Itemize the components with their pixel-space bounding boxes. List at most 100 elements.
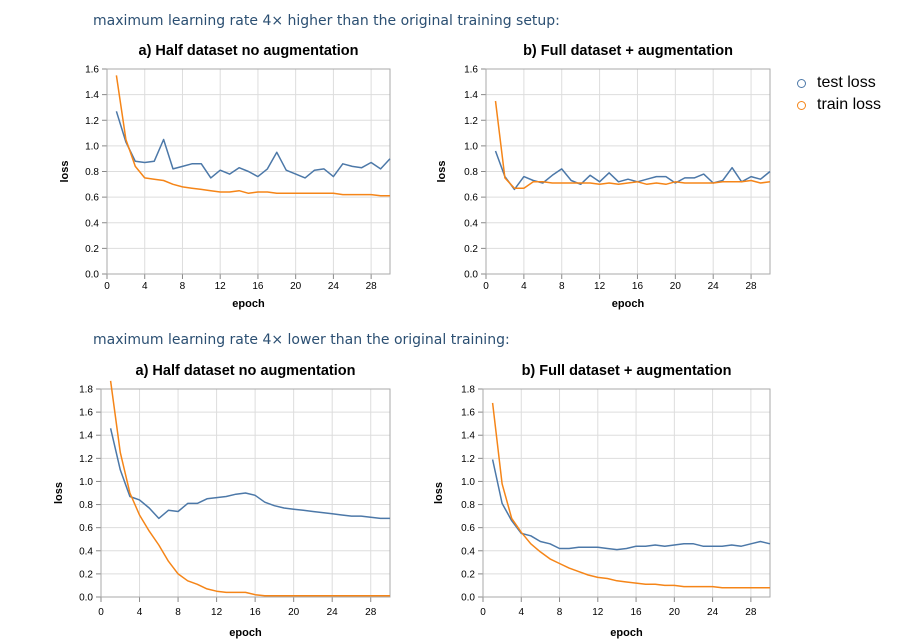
y-tick-label: 0.8: [85, 167, 99, 178]
legend-item-train-loss: train loss: [797, 94, 881, 116]
y-tick-label: 0.4: [79, 546, 93, 557]
y-tick-label: 1.2: [461, 454, 475, 465]
y-tick-label: 0.0: [464, 270, 478, 281]
chart-title: a) Half dataset no augmentation: [139, 43, 359, 59]
y-tick-label: 0.2: [464, 244, 478, 255]
y-tick-label: 1.2: [79, 454, 93, 465]
x-axis-label: epoch: [612, 298, 645, 310]
series-line-test-loss: [109, 428, 390, 520]
x-tick-label: 4: [521, 281, 527, 292]
y-tick-label: 1.0: [85, 141, 99, 152]
chart-top-right: b) Full dataset + augmentation 0.0 0.2 0.4 0…: [436, 43, 771, 310]
y-tick-label: 0.6: [79, 523, 93, 534]
y-tick-label: 1.4: [461, 431, 475, 442]
y-tick-label: 1.2: [85, 116, 99, 127]
x-tick-label: 28: [746, 281, 758, 292]
x-tick-label: 20: [669, 607, 681, 618]
y-tick-label: 1.6: [79, 408, 93, 419]
y-tick-label: 0.8: [79, 500, 93, 511]
y-tick-label: 1.2: [464, 116, 478, 127]
y-tick-label: 1.0: [461, 477, 475, 488]
legend-label-test-loss: test loss: [817, 74, 876, 91]
chart-title: b) Full dataset + augmentation: [523, 43, 733, 59]
plot-frame: [100, 388, 391, 598]
x-tick-label: 8: [175, 607, 181, 618]
legend-item-test-loss: test loss: [797, 72, 881, 94]
legend: test loss train loss: [797, 72, 881, 116]
y-tick-label: 0.0: [461, 593, 475, 604]
x-tick-label: 8: [180, 281, 186, 292]
x-tick-label: 24: [327, 607, 339, 618]
y-tick-label: 0.2: [461, 569, 475, 580]
series-line-test-loss: [491, 459, 771, 551]
y-tick-label: 1.0: [79, 477, 93, 488]
plot-frame: [482, 388, 771, 598]
series-line-test-loss: [494, 150, 771, 191]
x-tick-label: 0: [483, 281, 489, 292]
x-tick-label: 4: [142, 281, 148, 292]
series-line-train-loss: [494, 100, 771, 189]
x-tick-label: 28: [366, 281, 378, 292]
x-tick-label: 8: [557, 607, 563, 618]
x-tick-label: 12: [592, 607, 604, 618]
chart-title: a) Half dataset no augmentation: [136, 363, 356, 379]
x-tick-label: 4: [137, 607, 143, 618]
y-tick-label: 1.6: [85, 65, 99, 76]
y-tick-label: 0.6: [464, 193, 478, 204]
x-tick-label: 12: [594, 281, 606, 292]
x-tick-label: 24: [328, 281, 340, 292]
series-line-train-loss: [109, 380, 390, 597]
y-tick-label: 0.2: [85, 244, 99, 255]
x-tick-label: 24: [708, 281, 720, 292]
y-tick-label: 1.0: [464, 141, 478, 152]
x-tick-label: 20: [670, 281, 682, 292]
x-tick-label: 20: [288, 607, 300, 618]
x-tick-label: 16: [631, 607, 643, 618]
x-tick-label: 28: [365, 607, 377, 618]
y-tick-label: 1.6: [461, 408, 475, 419]
x-tick-label: 0: [98, 607, 104, 618]
y-tick-label: 1.8: [461, 385, 475, 396]
y-tick-label: 0.4: [461, 546, 475, 557]
y-axis-label: loss: [433, 482, 445, 504]
y-tick-label: 1.4: [79, 431, 93, 442]
legend-symbol-test-loss: [797, 78, 806, 88]
x-tick-label: 16: [252, 281, 264, 292]
section-title-higher-lr: maximum learning rate 4× higher than the…: [93, 13, 560, 29]
x-tick-label: 0: [104, 281, 110, 292]
series-line-test-loss: [115, 111, 391, 179]
x-tick-label: 20: [290, 281, 302, 292]
series-line-train-loss: [491, 402, 770, 589]
x-tick-label: 16: [250, 607, 262, 618]
chart-bottom-right: b) Full dataset + augmentation 0.0 0.2 0.4 0…: [433, 363, 771, 639]
x-axis-label: epoch: [232, 298, 265, 310]
x-tick-label: 8: [559, 281, 565, 292]
y-tick-label: 0.0: [79, 593, 93, 604]
y-tick-label: 0.8: [464, 167, 478, 178]
y-tick-label: 1.4: [464, 90, 478, 101]
chart-bottom-left: a) Half dataset no augmentation 0.0 0.2 0.4…: [53, 363, 391, 639]
x-tick-label: 12: [211, 607, 223, 618]
x-tick-label: 24: [707, 607, 719, 618]
x-tick-label: 16: [632, 281, 644, 292]
y-tick-label: 1.6: [464, 65, 478, 76]
chart-top-left: a) Half dataset no augmentation 0.0 0.2 0.4…: [59, 43, 391, 310]
y-tick-label: 0.4: [464, 218, 478, 229]
y-tick-label: 1.8: [79, 385, 93, 396]
legend-symbol-train-loss: [797, 100, 806, 110]
y-tick-label: 0.6: [461, 523, 475, 534]
y-tick-label: 0.0: [85, 270, 99, 281]
x-tick-label: 0: [480, 607, 486, 618]
section-title-lower-lr: maximum learning rate 4× lower than the …: [93, 332, 510, 348]
y-tick-label: 1.4: [85, 90, 99, 101]
x-tick-label: 12: [215, 281, 227, 292]
x-tick-label: 4: [518, 607, 524, 618]
y-tick-label: 0.8: [461, 500, 475, 511]
y-axis-label: loss: [436, 160, 448, 182]
x-axis-label: epoch: [610, 627, 643, 639]
y-axis-label: loss: [59, 160, 71, 182]
legend-label-train-loss: train loss: [817, 96, 882, 113]
plot-frame: [106, 68, 391, 275]
y-tick-label: 0.4: [85, 218, 99, 229]
chart-title: b) Full dataset + augmentation: [522, 363, 732, 379]
